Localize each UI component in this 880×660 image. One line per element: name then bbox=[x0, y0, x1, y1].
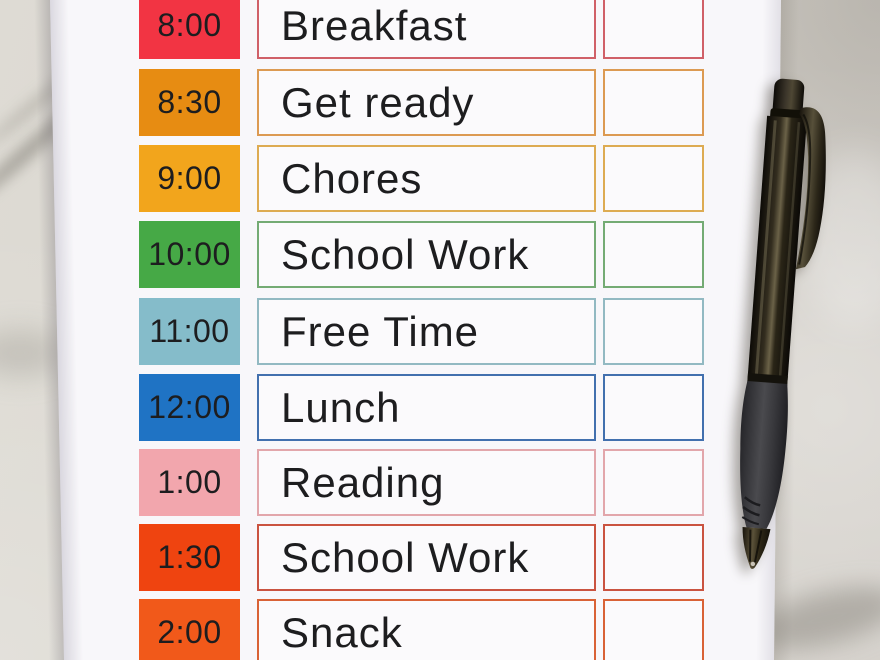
schedule-row: 12:00 Lunch bbox=[50, 374, 781, 441]
pen-clicker bbox=[772, 78, 805, 118]
checkbox bbox=[603, 599, 704, 660]
time-block: 8:00 bbox=[139, 0, 240, 59]
activity-label: Chores bbox=[281, 154, 423, 202]
activity-label: Breakfast bbox=[281, 1, 468, 49]
activity-box: Lunch bbox=[257, 374, 596, 441]
time-block: 1:30 bbox=[139, 524, 240, 591]
pen-barrel bbox=[747, 115, 807, 384]
activity-box: Free Time bbox=[257, 298, 596, 365]
checkbox bbox=[603, 221, 704, 288]
schedule-row: 11:00 Free Time bbox=[50, 298, 781, 365]
time-label: 8:30 bbox=[157, 84, 222, 120]
schedule-row: 1:00 Reading bbox=[50, 449, 781, 516]
time-block: 12:00 bbox=[139, 374, 240, 441]
activity-box: School Work bbox=[257, 524, 596, 591]
time-label: 1:00 bbox=[157, 464, 222, 500]
activity-label: School Work bbox=[281, 533, 530, 581]
activity-label: School Work bbox=[281, 230, 530, 278]
time-block: 9:00 bbox=[139, 145, 240, 212]
time-label: 12:00 bbox=[148, 389, 231, 425]
activity-box: Breakfast bbox=[257, 0, 596, 59]
schedule-row: 8:30 Get ready bbox=[50, 69, 781, 136]
time-label: 1:30 bbox=[157, 539, 222, 575]
schedule-row: 2:00 Snack bbox=[50, 599, 781, 660]
activity-label: Lunch bbox=[281, 383, 401, 431]
schedule-row: 1:30 School Work bbox=[50, 524, 781, 591]
schedule-row: 9:00 Chores bbox=[50, 145, 781, 212]
checkbox bbox=[603, 298, 704, 365]
time-block: 1:00 bbox=[139, 449, 240, 516]
checkbox bbox=[603, 374, 704, 441]
pen-image bbox=[740, 78, 826, 569]
activity-box: School Work bbox=[257, 221, 596, 288]
time-label: 11:00 bbox=[149, 313, 230, 349]
pen-clip bbox=[795, 107, 826, 270]
activity-label: Reading bbox=[281, 458, 445, 506]
checkbox bbox=[603, 524, 704, 591]
time-label: 10:00 bbox=[148, 236, 231, 272]
activity-box: Chores bbox=[257, 145, 596, 212]
time-label: 2:00 bbox=[157, 614, 222, 650]
activity-box: Reading bbox=[257, 449, 596, 516]
activity-label: Get ready bbox=[281, 78, 475, 126]
schedule-row: 10:00 School Work bbox=[50, 221, 781, 288]
time-block: 10:00 bbox=[139, 221, 240, 288]
time-label: 8:00 bbox=[157, 7, 222, 43]
checkbox bbox=[603, 69, 704, 136]
time-block: 2:00 bbox=[139, 599, 240, 660]
pen-grip bbox=[740, 381, 788, 529]
activity-label: Free Time bbox=[281, 307, 480, 355]
time-block: 11:00 bbox=[139, 298, 240, 365]
time-label: 9:00 bbox=[157, 160, 222, 196]
activity-label: Snack bbox=[281, 608, 403, 656]
checkbox bbox=[603, 0, 704, 59]
activity-box: Snack bbox=[257, 599, 596, 660]
time-block: 8:30 bbox=[139, 69, 240, 136]
checkbox bbox=[603, 449, 704, 516]
checkbox bbox=[603, 145, 704, 212]
schedule-row: 8:00 Breakfast bbox=[50, 0, 781, 59]
activity-box: Get ready bbox=[257, 69, 596, 136]
